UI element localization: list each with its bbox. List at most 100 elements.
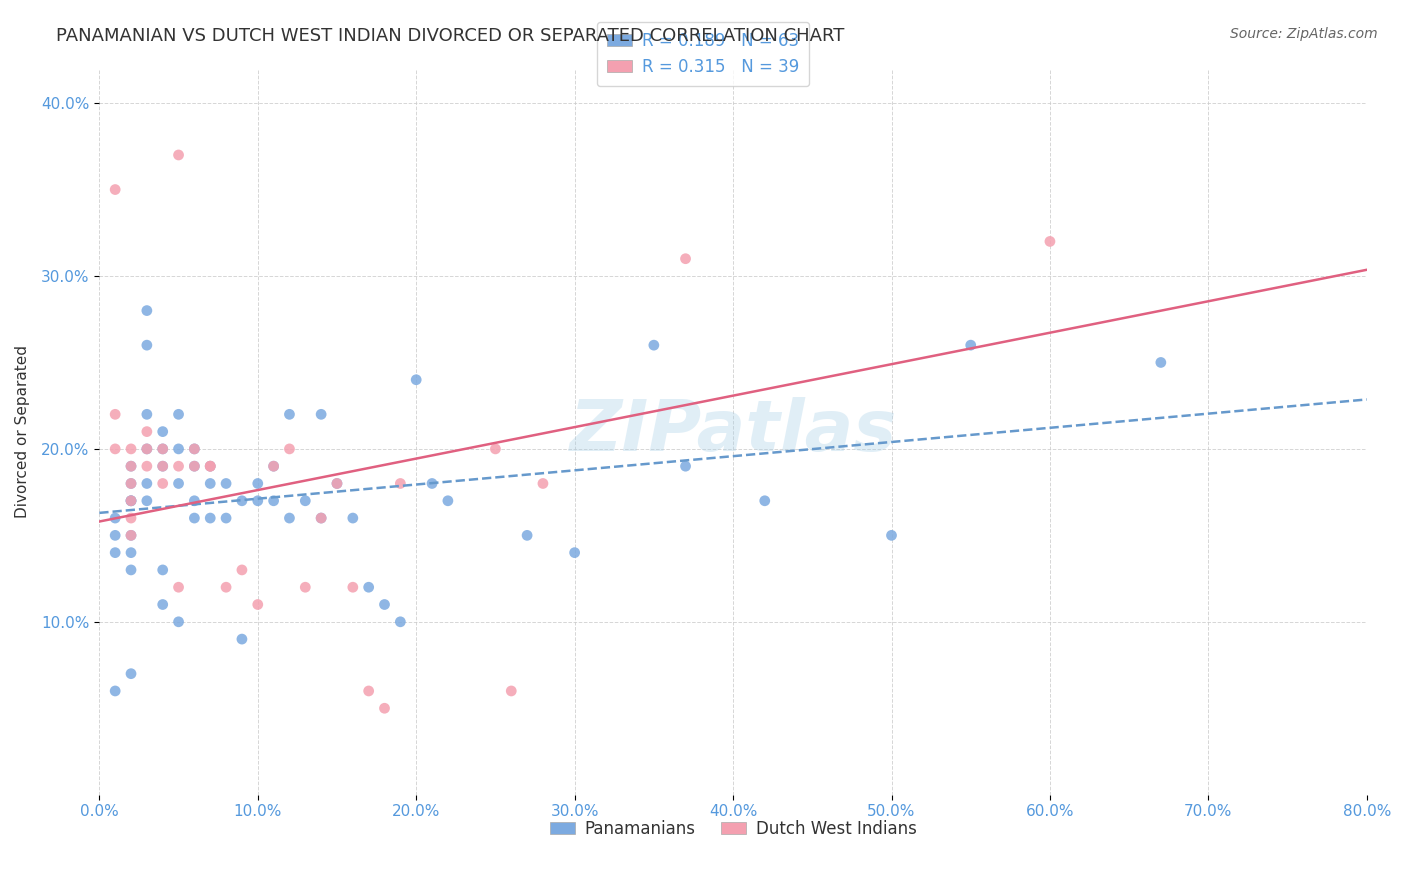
Point [294, 580, 316, 594]
Point [516, 528, 538, 542]
Point [389, 476, 412, 491]
Point [135, 442, 157, 456]
Text: Source: ZipAtlas.com: Source: ZipAtlas.com [1230, 27, 1378, 41]
Point [167, 476, 190, 491]
Point [531, 476, 554, 491]
Point [294, 493, 316, 508]
Point [200, 476, 222, 491]
Point [200, 459, 222, 474]
Point [104, 684, 127, 698]
Point [183, 459, 205, 474]
Point [405, 373, 427, 387]
Point [135, 493, 157, 508]
Point [880, 528, 903, 542]
Point [357, 684, 380, 698]
Point [309, 407, 332, 421]
Point [167, 615, 190, 629]
Point [120, 528, 142, 542]
Point [120, 511, 142, 525]
Point [152, 459, 174, 474]
Point [959, 338, 981, 352]
Point [1039, 235, 1062, 249]
Point [278, 511, 301, 525]
Point [104, 511, 127, 525]
Point [152, 598, 174, 612]
Point [200, 511, 222, 525]
Point [120, 493, 142, 508]
Point [643, 338, 665, 352]
Point [278, 442, 301, 456]
Point [231, 632, 253, 646]
Point [183, 442, 205, 456]
Point [120, 493, 142, 508]
Point [215, 580, 238, 594]
Point [183, 511, 205, 525]
Point [675, 459, 697, 474]
Point [420, 476, 443, 491]
Point [1150, 355, 1173, 369]
Point [389, 615, 412, 629]
Point [373, 598, 395, 612]
Point [120, 459, 142, 474]
Point [342, 511, 364, 525]
Point [135, 442, 157, 456]
Point [246, 476, 269, 491]
Point [183, 459, 205, 474]
Point [104, 407, 127, 421]
Point [215, 476, 238, 491]
Point [104, 183, 127, 197]
Point [120, 476, 142, 491]
Point [135, 459, 157, 474]
Point [152, 563, 174, 577]
Point [167, 442, 190, 456]
Point [120, 666, 142, 681]
Point [278, 407, 301, 421]
Point [120, 459, 142, 474]
Point [200, 459, 222, 474]
Point [326, 476, 349, 491]
Point [152, 459, 174, 474]
Point [120, 476, 142, 491]
Point [231, 563, 253, 577]
Point [167, 148, 190, 162]
Point [326, 476, 349, 491]
Point [263, 493, 285, 508]
Point [120, 528, 142, 542]
Point [135, 407, 157, 421]
Point [675, 252, 697, 266]
Y-axis label: Divorced or Separated: Divorced or Separated [15, 345, 30, 518]
Point [120, 546, 142, 560]
Point [152, 425, 174, 439]
Point [167, 407, 190, 421]
Point [183, 493, 205, 508]
Point [342, 580, 364, 594]
Point [104, 546, 127, 560]
Point [152, 476, 174, 491]
Point [120, 563, 142, 577]
Point [564, 546, 586, 560]
Point [263, 459, 285, 474]
Point [484, 442, 506, 456]
Text: ZIPatlas: ZIPatlas [569, 397, 897, 467]
Point [167, 459, 190, 474]
Point [246, 598, 269, 612]
Point [183, 442, 205, 456]
Point [263, 459, 285, 474]
Point [104, 528, 127, 542]
Point [104, 442, 127, 456]
Point [135, 338, 157, 352]
Point [309, 511, 332, 525]
Point [246, 493, 269, 508]
Point [437, 493, 460, 508]
Text: PANAMANIAN VS DUTCH WEST INDIAN DIVORCED OR SEPARATED CORRELATION CHART: PANAMANIAN VS DUTCH WEST INDIAN DIVORCED… [56, 27, 845, 45]
Point [373, 701, 395, 715]
Point [135, 303, 157, 318]
Point [754, 493, 776, 508]
Point [120, 442, 142, 456]
Point [135, 476, 157, 491]
Point [167, 580, 190, 594]
Point [120, 493, 142, 508]
Point [309, 511, 332, 525]
Point [501, 684, 523, 698]
Point [152, 442, 174, 456]
